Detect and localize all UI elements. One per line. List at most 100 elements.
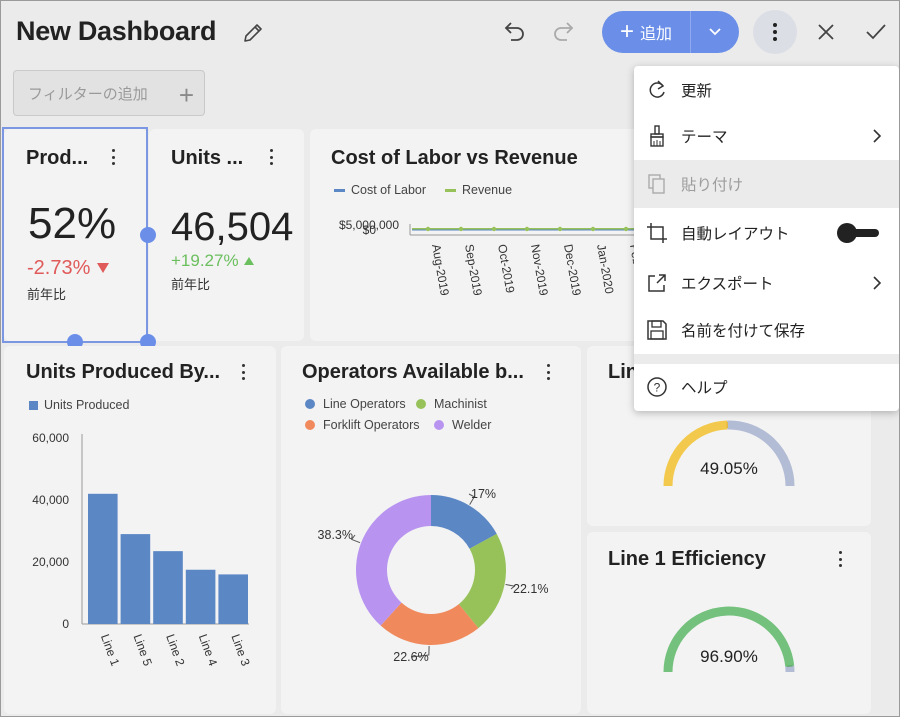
revenue-point <box>458 226 464 232</box>
bar <box>218 574 248 624</box>
legend-swatch <box>434 420 444 430</box>
card-title: Lin <box>608 361 638 383</box>
kebab-icon <box>773 23 777 41</box>
legend-item: Machinist <box>416 397 487 411</box>
x-tick-label: Dec-2019 <box>561 243 584 297</box>
triangle-down-icon <box>96 263 109 273</box>
dashboard-title[interactable]: New Dashboard <box>16 16 217 46</box>
kebab-icon[interactable] <box>238 362 248 382</box>
legend-item: Revenue <box>445 183 512 197</box>
menu-item-label: 更新 <box>681 83 713 100</box>
leader-line <box>350 534 361 544</box>
gauge-chart <box>663 606 795 673</box>
kebab-icon[interactable] <box>108 147 118 167</box>
add-label: 追加 <box>640 26 673 43</box>
chevron-down-icon[interactable] <box>691 27 739 37</box>
production-kpi-card[interactable]: Prod... 52% -2.73% 前年比 <box>4 129 147 341</box>
menu-item-auto-layout[interactable]: 自動レイアウト <box>634 209 899 257</box>
redo-icon[interactable] <box>551 19 577 45</box>
kpi-caption: 前年比 <box>171 277 211 292</box>
gauge-chart <box>663 420 795 487</box>
plus-icon: + <box>620 18 635 45</box>
x-tick-label: Line 5 <box>131 632 155 668</box>
chevron-right-icon <box>871 127 883 145</box>
kpi-delta: -2.73% <box>27 257 110 280</box>
donut-slice <box>458 533 506 629</box>
auto-layout-toggle[interactable] <box>833 223 881 243</box>
line1-efficiency-card[interactable]: Line 1 Efficiency 96.90% <box>587 532 871 714</box>
donut-slice <box>380 602 479 645</box>
menu-item-save-as[interactable]: 名前を付けて保存 <box>634 306 899 354</box>
more-options-menu: 更新 テーマ 貼り付け 自動レイアウト エクスポート 名前を付けて保存 ? <box>634 66 899 411</box>
legend-label: Cost of Labor <box>351 183 427 197</box>
legend-swatch <box>305 399 315 409</box>
slice-label: 22.6% <box>393 650 428 664</box>
revenue-point <box>623 226 629 232</box>
add-button[interactable]: + 追加 <box>602 11 739 53</box>
external-link-icon <box>646 272 668 294</box>
close-icon[interactable] <box>813 19 839 45</box>
kebab-icon[interactable] <box>266 147 276 167</box>
kpi-value: 46,504 <box>171 205 294 249</box>
menu-item-paste[interactable]: 貼り付け <box>634 160 899 208</box>
triangle-up-icon <box>244 257 255 265</box>
menu-item-theme[interactable]: テーマ <box>634 112 899 160</box>
gauge-fill <box>663 606 795 673</box>
gauge-fill <box>663 420 728 487</box>
donut-slice <box>355 495 431 626</box>
legend-swatch <box>445 188 456 192</box>
gauge-target-tick <box>786 665 793 667</box>
menu-item-export[interactable]: エクスポート <box>634 259 899 307</box>
card-title: Operators Available b... <box>302 361 524 383</box>
kpi-delta: +19.27% <box>171 251 255 271</box>
kpi-caption: 前年比 <box>27 287 67 302</box>
menu-item-label: 自動レイアウト <box>681 226 790 243</box>
kebab-icon[interactable] <box>543 362 553 382</box>
undo-icon[interactable] <box>501 19 527 45</box>
legend-item: Welder <box>434 418 491 432</box>
legend-label: Machinist <box>434 397 487 411</box>
menu-item-label: ヘルプ <box>681 380 728 397</box>
donut-slice <box>431 495 497 549</box>
labor-revenue-card[interactable]: Cost of Labor vs Revenue Cost of Labor R… <box>310 129 640 341</box>
slice-label: 22.1% <box>513 582 548 596</box>
labor-line-chart: $5,000,000 $0 Aug-2019 Sep-2019 Oct-2019 No… <box>339 218 640 297</box>
menu-item-help[interactable]: ? ヘルプ <box>634 363 899 411</box>
x-tick-label: Aug-2019 <box>429 243 452 297</box>
pencil-icon[interactable] <box>241 21 265 45</box>
gauge-value: 49.05% <box>700 459 758 478</box>
menu-item-refresh[interactable]: 更新 <box>634 66 899 114</box>
slice-label: 17% <box>471 487 496 501</box>
x-tick-group: Aug-2019 Sep-2019 Oct-2019 Nov-2019 Dec-2019… <box>429 243 640 297</box>
brush-icon <box>646 125 668 147</box>
legend-label: Units Produced <box>44 398 130 412</box>
units-kpi-card[interactable]: Units ... 46,504 +19.27% 前年比 <box>149 129 304 341</box>
units-by-line-card[interactable]: Units Produced By... Units Produced 60,0… <box>4 346 276 714</box>
revenue-point <box>425 226 431 232</box>
add-filter-button[interactable]: フィルターの追加 + <box>13 70 205 116</box>
units-bar-chart: 60,000 40,000 20,000 0 Line 1 Line 5 Line 2 Lin… <box>32 431 253 668</box>
add-main-button[interactable]: + 追加 <box>602 11 691 53</box>
legend-swatch <box>305 420 315 430</box>
revenue-point <box>557 226 563 232</box>
resize-handle[interactable] <box>140 227 156 243</box>
bar <box>88 493 118 624</box>
menu-divider <box>634 354 899 364</box>
chevron-right-icon <box>871 274 883 292</box>
card-title: Cost of Labor vs Revenue <box>331 147 578 169</box>
add-filter-label: フィルターの追加 <box>28 85 148 103</box>
legend-label: Welder <box>452 418 492 432</box>
revenue-point <box>524 226 530 232</box>
bar <box>185 569 216 624</box>
leader-line <box>505 583 516 590</box>
menu-item-label: 名前を付けて保存 <box>681 323 806 340</box>
kpi-delta-value: -2.73% <box>27 257 91 279</box>
legend-swatch <box>416 399 426 409</box>
top-bar: New Dashboard + 追加 <box>1 1 899 65</box>
operators-card[interactable]: Operators Available b... Line Operators … <box>281 346 581 714</box>
help-icon: ? <box>646 376 668 398</box>
more-options-button[interactable] <box>753 10 797 54</box>
kebab-icon[interactable] <box>835 549 845 569</box>
check-icon[interactable] <box>863 19 889 45</box>
